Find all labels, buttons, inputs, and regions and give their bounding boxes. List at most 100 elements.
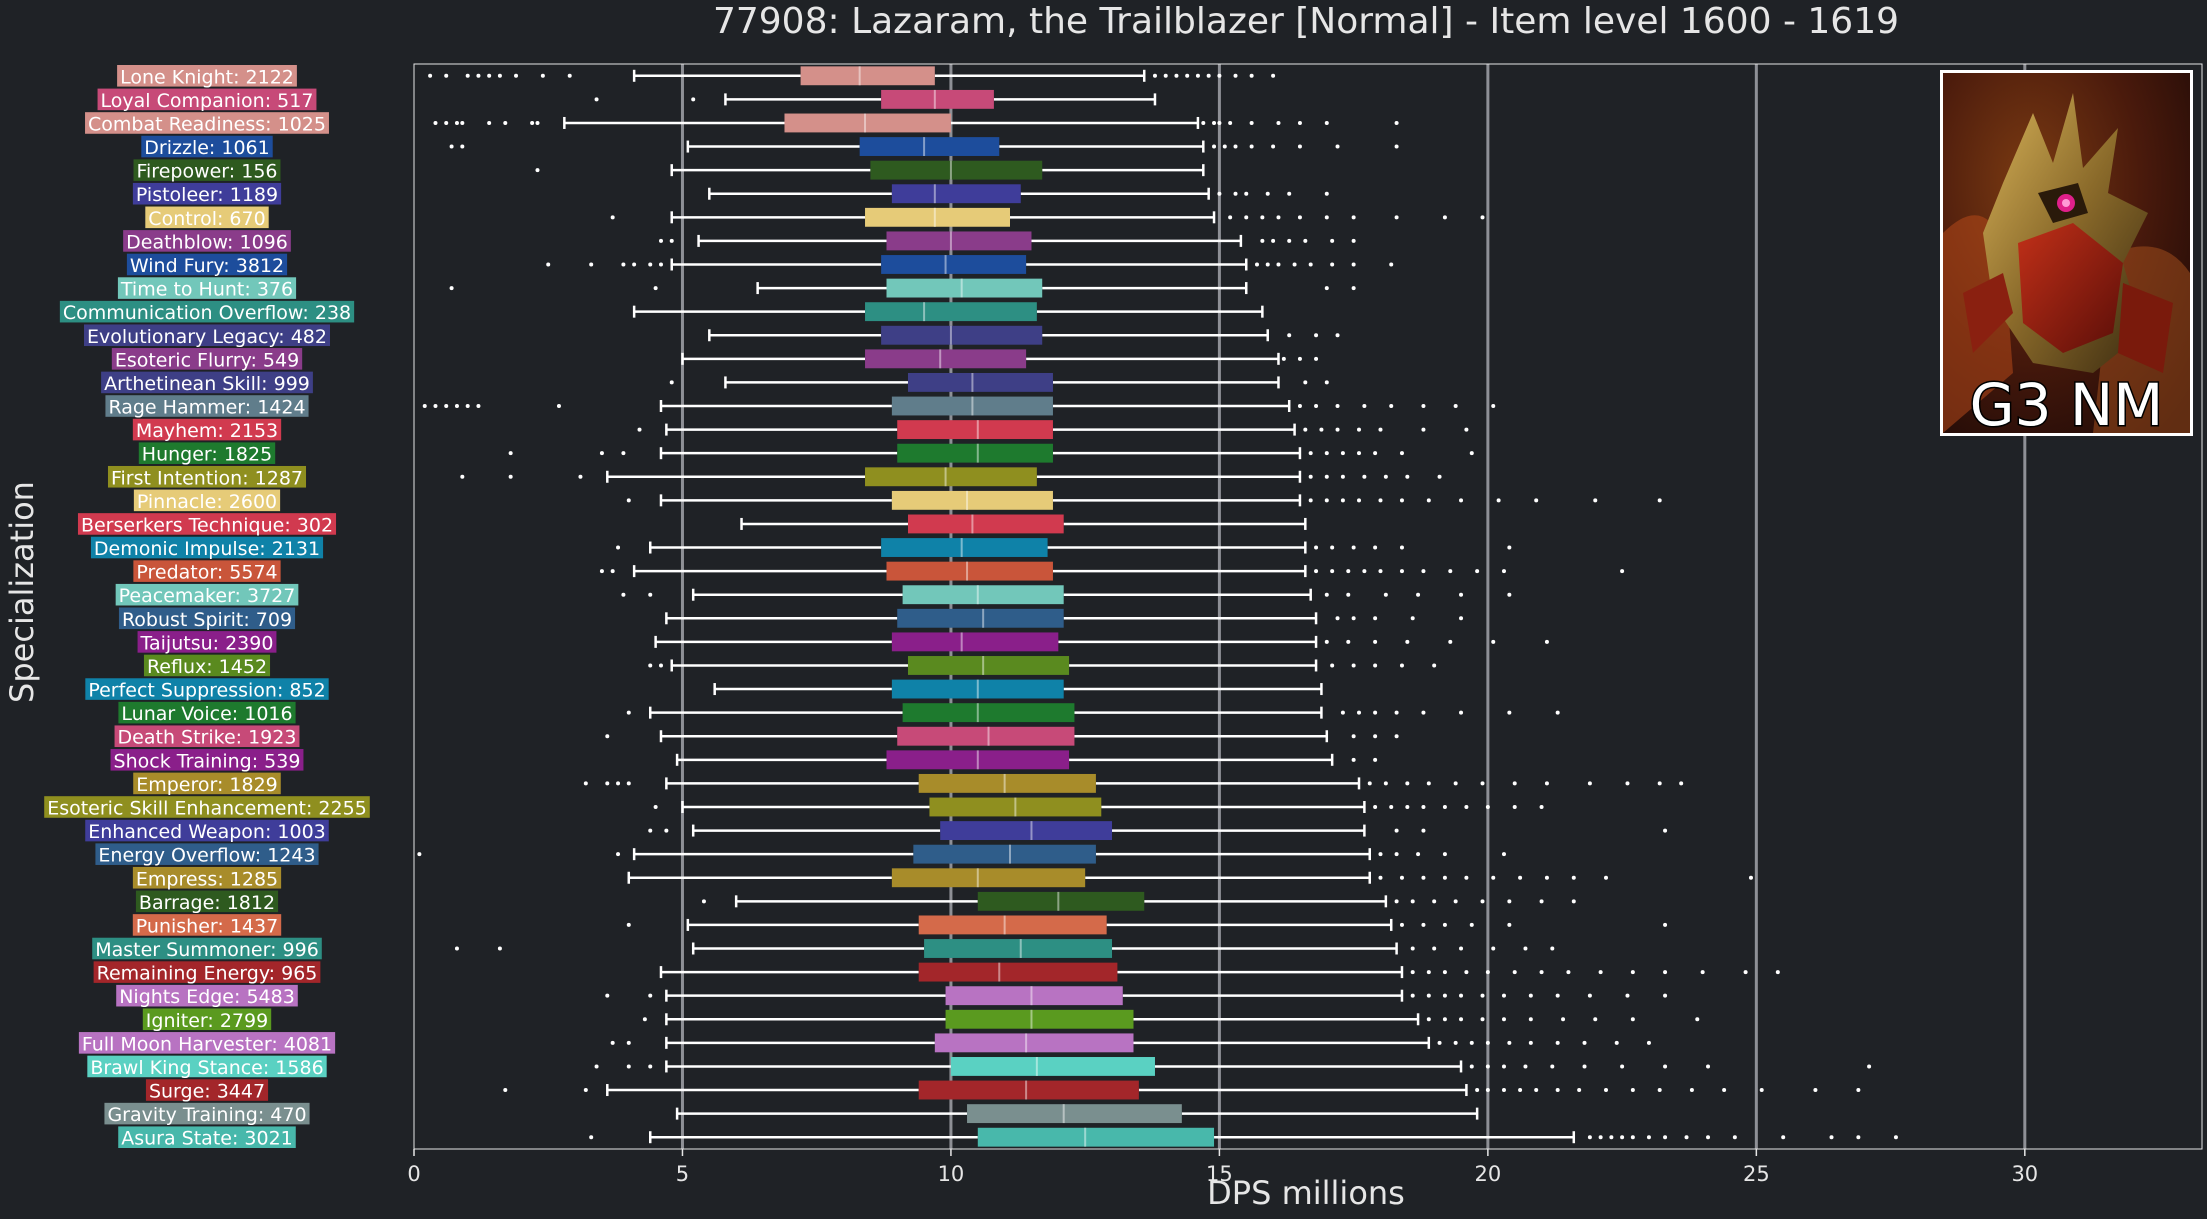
outlier-point <box>616 852 621 857</box>
outlier-point <box>626 498 631 503</box>
box <box>918 962 1118 982</box>
badge-text: G3 NM <box>1968 370 2165 436</box>
outlier-point <box>1405 804 1410 809</box>
outlier-point <box>626 1040 631 1045</box>
outlier-point <box>1432 663 1437 668</box>
outlier-point <box>621 592 626 597</box>
outlier-point <box>1700 970 1705 975</box>
outlier-point <box>1437 1040 1442 1045</box>
category-label-bg <box>84 324 330 347</box>
outlier-point <box>1582 1064 1587 1069</box>
box-row <box>605 986 1668 1006</box>
outlier-point <box>1373 663 1378 668</box>
outlier-point <box>508 474 513 479</box>
category-label-bg <box>105 395 309 417</box>
outlier-point <box>1657 781 1662 786</box>
outlier-point <box>1604 875 1608 880</box>
category-label-bg <box>101 371 313 394</box>
outlier-point <box>1351 262 1356 267</box>
outlier-point <box>1383 592 1388 597</box>
category-label-bg <box>137 631 277 653</box>
category-label-bg <box>110 749 304 771</box>
outlier-point <box>1491 946 1496 951</box>
box <box>859 137 1000 156</box>
category-label: Shock Training: 539 <box>114 750 301 772</box>
outlier-point <box>417 852 422 857</box>
outlier-point <box>1357 498 1362 503</box>
outlier-point <box>1357 451 1362 456</box>
outlier-point <box>1480 1017 1485 1022</box>
outlier-point <box>1373 757 1378 762</box>
outlier-point <box>1324 498 1329 503</box>
box-row <box>449 278 1356 298</box>
x-tick-label: 25 <box>1743 1162 1770 1186</box>
outlier-point <box>1303 380 1308 385</box>
outlier-point <box>1357 427 1362 432</box>
outlier-point <box>1582 1040 1587 1045</box>
outlier-point <box>1297 144 1302 149</box>
outlier-point <box>1399 663 1404 668</box>
outlier-point <box>444 73 449 78</box>
category-label: Wind Fury: 3812 <box>130 255 284 277</box>
category-label-bg <box>85 819 329 842</box>
outlier-point <box>1448 639 1453 644</box>
outlier-point <box>1362 474 1367 479</box>
outlier-point <box>1287 238 1292 243</box>
outlier-point <box>1378 875 1383 880</box>
outlier-point <box>508 451 513 456</box>
outlier-point <box>1297 120 1302 125</box>
outlier-point <box>503 120 508 125</box>
outlier-point <box>1485 1040 1490 1045</box>
category-label: Brawl King Stance: 1586 <box>90 1057 323 1079</box>
x-axis-label: DPS millions <box>1207 1174 1405 1212</box>
outlier-point <box>1480 781 1485 786</box>
outlier-point <box>1679 781 1684 786</box>
outlier-point <box>1394 899 1399 904</box>
category-label-bg <box>132 182 282 205</box>
box <box>907 372 1053 392</box>
outlier-point <box>626 781 631 786</box>
box <box>945 1009 1134 1029</box>
outlier-point <box>642 1017 647 1022</box>
outlier-point <box>1689 1088 1694 1093</box>
outlier-point <box>1426 781 1431 786</box>
outlier-point <box>1829 1135 1834 1140</box>
outlier-point <box>1399 451 1404 456</box>
outlier-point <box>1292 262 1297 267</box>
outlier-point <box>1507 545 1512 550</box>
box-row <box>594 89 1157 109</box>
outlier-point <box>1539 970 1544 975</box>
outlier-point <box>1373 734 1378 739</box>
outlier-point <box>1459 993 1464 998</box>
outlier-point <box>1373 804 1378 809</box>
box-row <box>713 679 1323 699</box>
outlier-point <box>1340 710 1345 715</box>
box-row <box>681 349 1319 369</box>
outlier-point <box>1501 852 1506 857</box>
outlier-point <box>1491 875 1496 880</box>
x-tick-label: 30 <box>2011 1162 2038 1186</box>
category-label: Igniter: 2799 <box>146 1010 268 1032</box>
category-label-bg <box>118 701 296 724</box>
outlier-point <box>556 404 561 409</box>
outlier-point <box>589 1135 594 1140</box>
category-label: Reflux: 1452 <box>147 656 267 678</box>
outlier-point <box>1442 922 1447 927</box>
category-label-bg <box>118 1126 296 1148</box>
box <box>891 632 1059 652</box>
box-row <box>626 915 1668 935</box>
outlier-point <box>653 804 658 809</box>
outlier-point <box>1609 1135 1614 1140</box>
outlier-point <box>1544 639 1549 644</box>
outlier-point <box>589 262 594 267</box>
outlier-point <box>1324 286 1329 291</box>
outlier-point <box>1620 569 1625 574</box>
outlier-point <box>1464 970 1469 975</box>
outlier-point <box>1416 852 1421 857</box>
x-axis: 0 5 10 15 20 25 30 <box>407 63 2203 1186</box>
outlier-point <box>1421 404 1426 409</box>
box-row <box>626 703 1560 723</box>
category-label-bg <box>133 772 281 795</box>
outlier-point <box>428 73 433 78</box>
outlier-point <box>497 73 502 78</box>
